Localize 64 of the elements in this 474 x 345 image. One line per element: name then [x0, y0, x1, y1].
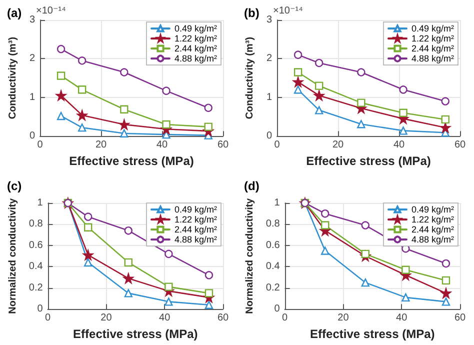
legend-label: 1.22 kg/m²: [411, 214, 454, 224]
legend-label: 2.44 kg/m²: [174, 224, 218, 234]
legend-label: 2.44 kg/m²: [411, 44, 454, 54]
legend-label: 0.49 kg/m²: [174, 24, 218, 34]
x-axis-title: Effective stress (MPa): [69, 154, 194, 168]
legend-label: 1.22 kg/m²: [174, 34, 218, 44]
legend-label: 1.22 kg/m²: [411, 34, 454, 44]
y-tick-label: 3: [266, 14, 272, 26]
y-axis-title: Conductivity (m³): [8, 36, 18, 120]
x-axis-title: Effective stress (MPa): [73, 326, 198, 340]
x-tick-label: 20: [100, 312, 112, 324]
legend-label: 2.44 kg/m²: [411, 224, 454, 234]
y-tick-label: 0.4: [266, 260, 280, 272]
y-tick-label: 2: [266, 53, 272, 64]
legend-label: 0.49 kg/m²: [174, 204, 218, 214]
y-axis-title: Normalized conductivity: [8, 197, 18, 314]
y-axis-title: Normalized conductivity: [244, 197, 256, 314]
x-tick-label: 40: [156, 140, 168, 151]
y-tick-label: 0.6: [28, 239, 44, 250]
legend-label: 4.88 kg/m²: [174, 234, 218, 244]
y-tick-label: 0.8: [28, 218, 44, 230]
y-axis-title: Conductivity (m³): [244, 36, 256, 120]
legend-label: 4.88 kg/m²: [411, 54, 454, 64]
x-tick-label: 60: [454, 140, 466, 151]
y-tick-label: 2: [29, 53, 36, 64]
x-tick-label: 20: [338, 312, 350, 324]
x-tick-label: 40: [393, 140, 405, 151]
y-tick-label: 0.2: [266, 282, 280, 293]
x-axis-title: Effective stress (MPa): [310, 326, 435, 340]
y-tick-label: 1: [37, 197, 44, 208]
x-tick-label: 60: [454, 312, 466, 324]
y-tick-label: 0.6: [266, 239, 280, 250]
chart-title: (d): [244, 178, 260, 192]
y-tick-label: 3: [29, 14, 36, 26]
text: ×10⁻¹⁴: [273, 6, 303, 16]
x-axis-title: Effective stress (MPa): [306, 154, 431, 168]
x-tick-label: 60: [217, 312, 229, 324]
legend-label: 0.49 kg/m²: [411, 24, 454, 34]
chart-title: (c): [7, 178, 22, 192]
text: ×10⁻¹⁴: [36, 6, 66, 16]
y-tick-label: 0.8: [266, 218, 280, 230]
x-tick-label: 0: [282, 312, 288, 324]
y-tick-label: 0.2: [28, 282, 44, 293]
x-tick-label: 20: [332, 140, 344, 151]
x-tick-label: 40: [396, 312, 408, 324]
chart-title: (b): [244, 6, 260, 20]
x-tick-label: 20: [95, 140, 107, 151]
x-tick-label: 40: [159, 312, 171, 324]
y-tick-label: 0: [29, 130, 36, 142]
x-tick-label: 60: [217, 140, 229, 151]
y-tick-label: 0: [274, 303, 280, 314]
legend-label: 4.88 kg/m²: [174, 54, 218, 64]
y-tick-label: 0: [37, 303, 44, 314]
y-tick-label: 0.4: [28, 260, 44, 272]
y-tick-label: 1: [274, 197, 280, 208]
y-tick-label: 0: [266, 130, 272, 142]
chart-title: (a): [7, 6, 22, 20]
y-tick-label: 1: [29, 92, 36, 103]
x-tick-label: 0: [45, 312, 52, 324]
legend-label: 2.44 kg/m²: [174, 44, 218, 54]
y-tick-label: 1: [266, 92, 272, 103]
legend-label: 1.22 kg/m²: [174, 214, 218, 224]
legend-label: 4.88 kg/m²: [411, 234, 454, 244]
legend-label: 0.49 kg/m²: [411, 204, 454, 214]
